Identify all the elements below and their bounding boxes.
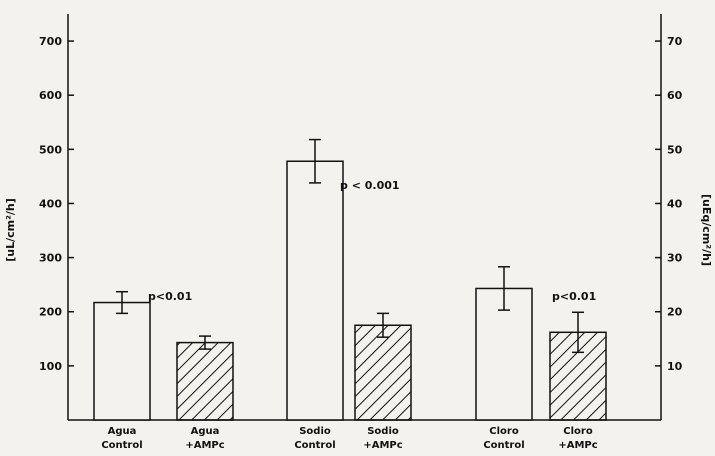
right-tick-label: 60 (667, 89, 683, 102)
bar-group (93, 160, 607, 421)
category-label-line1: Agua (108, 426, 137, 437)
right-tick-label: 30 (667, 252, 683, 265)
y-axis-title-right: [uEq/cm²/h] (700, 194, 713, 266)
y-axis-title-left: [uL/cm²/h] (4, 198, 17, 262)
category-label-line1: Agua (191, 426, 220, 437)
left-tick-label: 200 (39, 306, 62, 319)
left-tick-label: 700 (39, 35, 62, 48)
right-tick-label: 50 (667, 143, 683, 156)
category-label-line1: Cloro (563, 426, 593, 437)
left-tick-label: 600 (39, 89, 62, 102)
left-tick-label: 500 (39, 143, 62, 156)
category-label-line2: +AMPc (363, 440, 402, 451)
right-tick-label: 20 (667, 306, 683, 319)
right-tick-label: 10 (667, 360, 683, 373)
category-label-line2: +AMPc (558, 440, 597, 451)
category-label-line2: +AMPc (185, 440, 224, 451)
right-tick-group: 10 20 30 40 50 60 70 (655, 35, 683, 373)
left-tick-label: 400 (39, 197, 62, 210)
category-label-line1: Sodio (299, 426, 331, 437)
p-value-annotation: p < 0.001 (340, 179, 400, 192)
category-label-group: Agua Control Agua +AMPc Sodio Control Sodio +AM… (101, 426, 597, 451)
p-value-annotation: p<0.01 (552, 290, 596, 303)
open-bar (286, 160, 344, 421)
hatched-bar (354, 324, 412, 421)
category-label-line2: Control (483, 440, 524, 451)
left-tick-label: 100 (39, 360, 62, 373)
category-label-line2: Control (294, 440, 335, 451)
category-label-line2: Control (101, 440, 142, 451)
p-value-annotation: p<0.01 (148, 290, 192, 303)
category-label-line1: Cloro (489, 426, 519, 437)
open-bar (93, 301, 151, 421)
annotation-group: p<0.01 p < 0.001 p<0.01 (148, 179, 596, 303)
error-bar-group (116, 138, 584, 354)
right-tick-label: 40 (667, 197, 683, 210)
right-tick-label: 70 (667, 35, 683, 48)
hatched-bar (176, 341, 234, 421)
left-tick-group: 100 200 300 400 500 600 700 (39, 35, 74, 373)
left-tick-label: 300 (39, 252, 62, 265)
category-label-line1: Sodio (367, 426, 399, 437)
